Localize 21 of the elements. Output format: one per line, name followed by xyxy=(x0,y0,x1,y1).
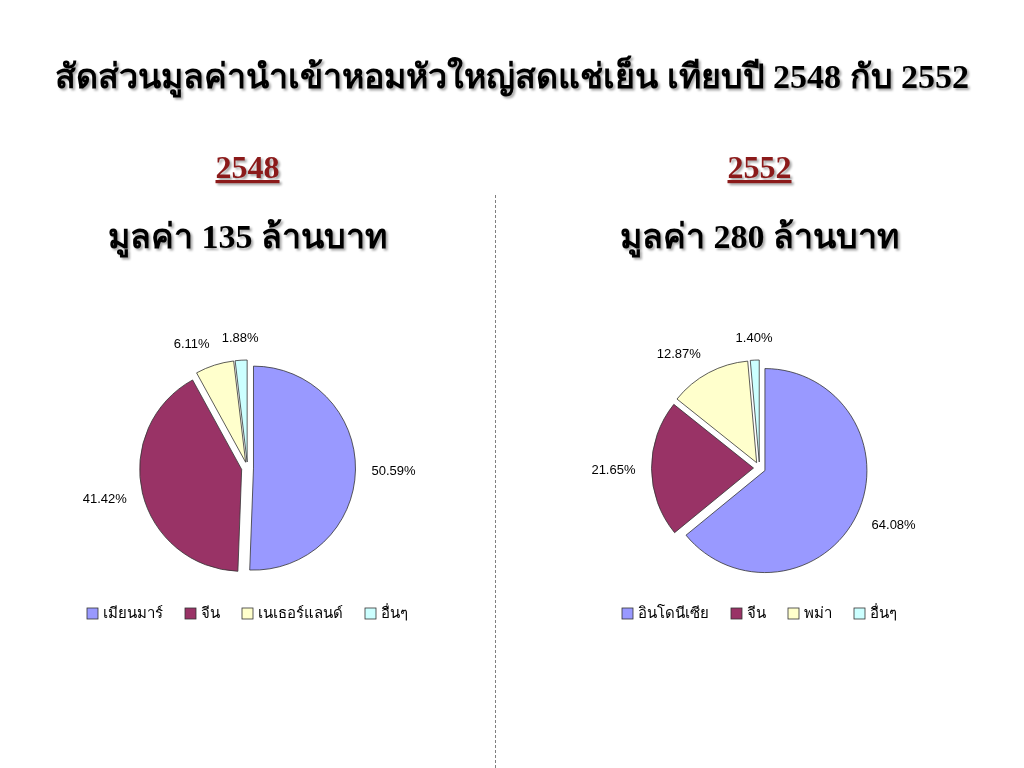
text: สัดส่วนมูลค่านำเข้าหอมหัวใหญ่สดแช่เย็น เทียบปี 2548 กับ 2552 xyxy=(55,55,969,98)
chart-subtitle: มูลค่า 280 ล้านบาท xyxy=(620,218,899,258)
data-label: 1.88% xyxy=(221,330,260,346)
legend-label: พม่า xyxy=(804,604,832,621)
legend-label: จีน xyxy=(201,604,220,621)
data-label: 6.11% xyxy=(173,336,211,352)
legend-label: จีน xyxy=(747,604,766,621)
data-label: 64.08% xyxy=(871,517,917,533)
legend-label: เนเธอร์แลนด์ xyxy=(258,604,343,621)
legend-label: อื่นๆ xyxy=(870,602,897,621)
legend-label: เมียนมาร์ xyxy=(103,604,163,621)
chart-title: 2552 xyxy=(727,149,792,185)
data-label: 21.65% xyxy=(591,461,636,477)
data-label: 41.42% xyxy=(82,491,128,507)
data-label: 1.40% xyxy=(735,330,773,346)
data-label: 12.87% xyxy=(656,345,702,361)
legend-label: อินโดนีเซีย xyxy=(638,604,709,621)
chart-title: 2548 xyxy=(215,149,280,185)
legend-label: อื่นๆ xyxy=(381,602,408,621)
chart-subtitle: มูลค่า 135 ล้านบาท xyxy=(108,218,387,258)
data-label: 50.59% xyxy=(371,463,417,479)
